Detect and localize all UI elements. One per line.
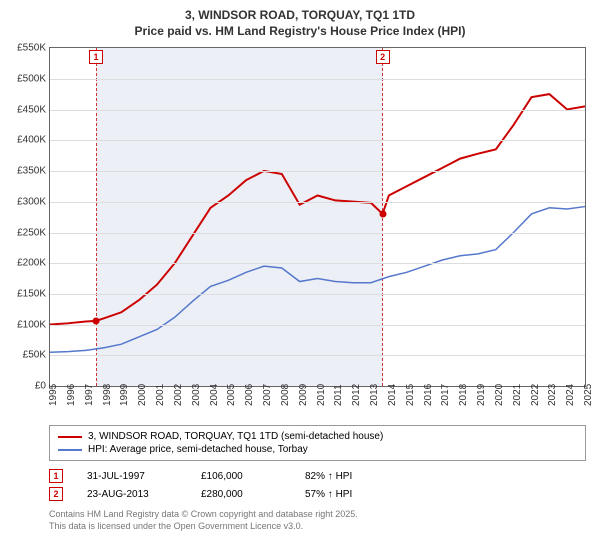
y-axis-tick: £300K (17, 196, 50, 207)
plot-area: £0£50K£100K£150K£200K£250K£300K£350K£400… (49, 47, 586, 387)
transaction-row: 1 31-JUL-1997 £106,000 82% ↑ HPI (49, 467, 586, 485)
y-axis-tick: £500K (17, 73, 50, 84)
x-axis-tick: 2001 (155, 384, 166, 406)
y-axis-tick: £250K (17, 227, 50, 238)
x-axis-tick: 1998 (102, 384, 113, 406)
transaction-table: 1 31-JUL-1997 £106,000 82% ↑ HPI 2 23-AUG-201… (49, 467, 586, 503)
legend-label: HPI: Average price, semi-detached house,… (88, 444, 308, 455)
y-axis-tick: £100K (17, 319, 50, 330)
grid-line (50, 110, 585, 111)
legend: 3, WINDSOR ROAD, TORQUAY, TQ1 1TD (semi-… (49, 425, 586, 461)
chart-area: £0£50K£100K£150K£200K£250K£300K£350K£400… (49, 47, 586, 417)
x-axis-tick: 2008 (280, 384, 291, 406)
transaction-marker: 1 (49, 469, 63, 483)
y-axis-tick: £50K (23, 350, 50, 361)
x-axis-tick: 2025 (583, 384, 594, 406)
grid-line (50, 233, 585, 234)
legend-item: HPI: Average price, semi-detached house,… (58, 443, 577, 456)
x-axis-tick: 2014 (387, 384, 398, 406)
marker-dot (93, 318, 100, 325)
x-axis-tick: 2017 (440, 384, 451, 406)
x-axis-tick: 2018 (458, 384, 469, 406)
transaction-delta: 57% ↑ HPI (305, 489, 352, 500)
series-hpi (50, 207, 585, 353)
x-axis-tick: 1997 (84, 384, 95, 406)
footer-attribution: Contains HM Land Registry data © Crown c… (49, 509, 586, 532)
transaction-row: 2 23-AUG-2013 £280,000 57% ↑ HPI (49, 485, 586, 503)
legend-swatch (58, 449, 82, 451)
legend-label: 3, WINDSOR ROAD, TORQUAY, TQ1 1TD (semi-… (88, 431, 383, 442)
transaction-price: £106,000 (201, 471, 281, 482)
x-axis-tick: 1999 (119, 384, 130, 406)
transaction-date: 23-AUG-2013 (87, 489, 177, 500)
transaction-delta: 82% ↑ HPI (305, 471, 352, 482)
y-axis-tick: £550K (17, 43, 50, 54)
x-axis-tick: 2010 (316, 384, 327, 406)
y-axis-tick: £350K (17, 166, 50, 177)
x-axis-tick: 2020 (494, 384, 505, 406)
x-axis-tick: 2019 (476, 384, 487, 406)
x-axis-tick: 2003 (191, 384, 202, 406)
y-axis-tick: £200K (17, 258, 50, 269)
chart-svg (50, 48, 585, 386)
x-axis-tick: 2011 (333, 385, 344, 407)
footer-line-1: Contains HM Land Registry data © Crown c… (49, 509, 586, 521)
marker-box: 1 (89, 50, 103, 64)
x-axis-tick: 2002 (173, 384, 184, 406)
marker-box: 2 (376, 50, 390, 64)
x-axis-tick: 2012 (351, 384, 362, 406)
x-axis-tick: 2023 (547, 384, 558, 406)
grid-line (50, 355, 585, 356)
x-axis-tick: 1995 (48, 384, 59, 406)
footer-line-2: This data is licensed under the Open Gov… (49, 521, 586, 533)
x-axis-tick: 2009 (298, 384, 309, 406)
x-axis-tick: 2022 (530, 384, 541, 406)
legend-item: 3, WINDSOR ROAD, TORQUAY, TQ1 1TD (semi-… (58, 430, 577, 443)
y-axis-tick: £400K (17, 135, 50, 146)
x-axis-tick: 2013 (369, 384, 380, 406)
y-axis-tick: £450K (17, 104, 50, 115)
x-axis-tick: 2005 (226, 384, 237, 406)
chart-title: 3, WINDSOR ROAD, TORQUAY, TQ1 1TD Price … (4, 4, 596, 47)
grid-line (50, 171, 585, 172)
legend-swatch (58, 436, 82, 438)
x-axis-tick: 2004 (209, 384, 220, 406)
title-line-2: Price paid vs. HM Land Registry's House … (4, 24, 596, 40)
grid-line (50, 140, 585, 141)
chart-container: 3, WINDSOR ROAD, TORQUAY, TQ1 1TD Price … (0, 0, 600, 541)
x-axis-tick: 2007 (262, 384, 273, 406)
x-axis-tick: 2016 (423, 384, 434, 406)
transaction-price: £280,000 (201, 489, 281, 500)
transaction-date: 31-JUL-1997 (87, 471, 177, 482)
x-axis-tick: 2024 (565, 384, 576, 406)
x-axis-tick: 2000 (137, 384, 148, 406)
grid-line (50, 325, 585, 326)
series-price_paid (50, 94, 585, 324)
grid-line (50, 202, 585, 203)
x-axis-tick: 1996 (66, 384, 77, 406)
title-line-1: 3, WINDSOR ROAD, TORQUAY, TQ1 1TD (4, 8, 596, 24)
marker-dot (379, 211, 386, 218)
x-axis-tick: 2015 (405, 384, 416, 406)
grid-line (50, 79, 585, 80)
x-axis-tick: 2006 (244, 384, 255, 406)
grid-line (50, 294, 585, 295)
y-axis-tick: £150K (17, 289, 50, 300)
x-axis-tick: 2021 (512, 384, 523, 406)
grid-line (50, 263, 585, 264)
transaction-marker: 2 (49, 487, 63, 501)
